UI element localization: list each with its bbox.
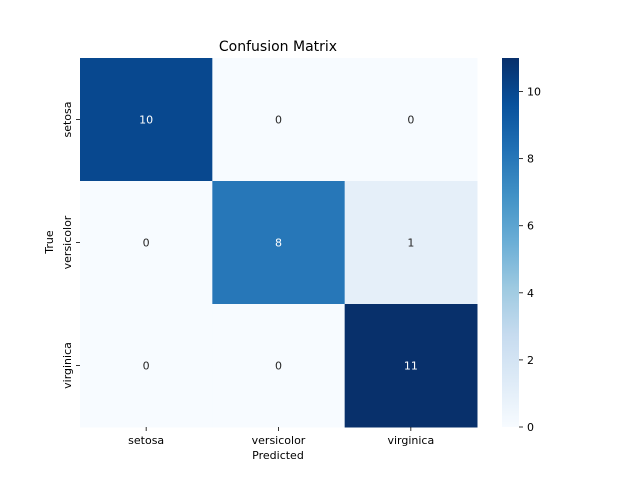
x-axis-ticks: setosa versicolor virginica — [128, 427, 434, 447]
heatmap-cell — [344, 304, 478, 428]
y-tick-label: versicolor — [61, 215, 74, 269]
colorbar-tick-label: 6 — [527, 220, 534, 233]
heatmap-cell — [344, 58, 478, 182]
y-tick-label: setosa — [61, 101, 74, 137]
heatmap-cell — [80, 181, 213, 305]
cell-value-label: 1 — [407, 237, 414, 250]
heatmap-cell — [212, 58, 346, 182]
cell-value-label: 0 — [407, 114, 414, 127]
colorbar — [502, 58, 519, 427]
heatmap-cell — [344, 181, 478, 305]
y-axis-ticks: setosa versicolor virginica — [61, 101, 80, 389]
cell-annotations: 10 0 00 8 10 0 11 — [139, 114, 418, 373]
cell-value-label: 0 — [275, 114, 282, 127]
colorbar-tick-label: 0 — [527, 421, 534, 434]
y-axis-label: True — [43, 230, 56, 255]
x-tick-label: versicolor — [252, 434, 306, 447]
cell-value-label: 0 — [275, 360, 282, 373]
y-tick-label: virginica — [61, 342, 74, 389]
cell-value-label: 10 — [139, 114, 153, 127]
colorbar-tick-label: 10 — [527, 86, 541, 99]
colorbar-tick-label: 4 — [527, 287, 534, 300]
chart-title: Confusion Matrix — [219, 39, 337, 55]
colorbar-tick-label: 2 — [527, 354, 534, 367]
cell-value-label: 0 — [143, 360, 150, 373]
colorbar-ticks: 0 2 4 6 8 10 — [519, 86, 541, 434]
cell-value-label: 8 — [275, 237, 282, 250]
heatmap-cell — [212, 181, 346, 305]
heatmap-cell — [80, 58, 213, 182]
x-tick-label: setosa — [128, 434, 164, 447]
cell-value-label: 0 — [143, 237, 150, 250]
x-axis-label: Predicted — [252, 449, 304, 462]
heatmap-cells — [80, 58, 478, 428]
heatmap-cell — [212, 304, 346, 428]
colorbar-tick-label: 8 — [527, 153, 534, 166]
cell-value-label: 11 — [404, 360, 418, 373]
x-tick-label: virginica — [387, 434, 434, 447]
heatmap-cell — [80, 304, 213, 428]
